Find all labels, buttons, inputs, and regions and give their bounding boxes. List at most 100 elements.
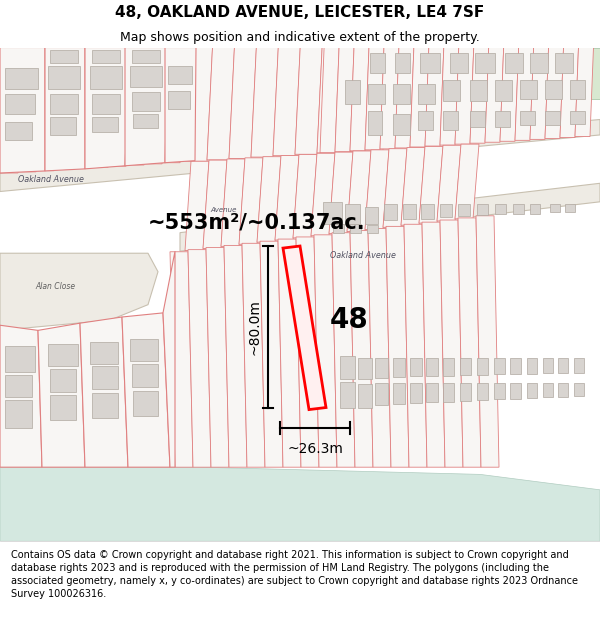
- Polygon shape: [421, 204, 434, 219]
- Text: Oakland Avenue: Oakland Avenue: [330, 251, 396, 260]
- Polygon shape: [494, 383, 505, 399]
- Polygon shape: [530, 52, 548, 73]
- Polygon shape: [221, 159, 245, 246]
- Polygon shape: [419, 146, 443, 223]
- Polygon shape: [185, 161, 209, 251]
- Polygon shape: [393, 358, 405, 377]
- Polygon shape: [54, 48, 80, 169]
- Polygon shape: [168, 91, 190, 109]
- Polygon shape: [329, 152, 353, 234]
- Polygon shape: [530, 204, 540, 214]
- Polygon shape: [425, 48, 444, 146]
- Polygon shape: [470, 48, 489, 143]
- Polygon shape: [5, 94, 35, 114]
- Polygon shape: [365, 207, 378, 224]
- Polygon shape: [455, 144, 479, 219]
- Polygon shape: [365, 48, 384, 150]
- Polygon shape: [224, 246, 247, 468]
- Polygon shape: [203, 160, 227, 249]
- Polygon shape: [380, 48, 399, 149]
- Text: ~80.0m: ~80.0m: [247, 299, 261, 355]
- Polygon shape: [443, 111, 458, 130]
- Polygon shape: [0, 48, 45, 173]
- Polygon shape: [510, 383, 521, 399]
- Polygon shape: [92, 366, 118, 389]
- Polygon shape: [122, 313, 170, 468]
- Polygon shape: [495, 111, 510, 127]
- Polygon shape: [575, 48, 593, 136]
- Polygon shape: [5, 401, 32, 428]
- Polygon shape: [384, 204, 397, 220]
- Polygon shape: [168, 66, 192, 84]
- Polygon shape: [92, 393, 118, 418]
- Polygon shape: [358, 384, 372, 408]
- Polygon shape: [345, 204, 360, 224]
- Polygon shape: [339, 48, 366, 151]
- Polygon shape: [426, 383, 438, 402]
- Polygon shape: [543, 358, 553, 372]
- Polygon shape: [50, 369, 76, 392]
- Polygon shape: [320, 48, 339, 152]
- Polygon shape: [393, 114, 410, 135]
- Polygon shape: [395, 52, 410, 73]
- Polygon shape: [90, 66, 122, 89]
- Polygon shape: [18, 48, 44, 172]
- Polygon shape: [370, 52, 385, 73]
- Polygon shape: [126, 48, 152, 165]
- Polygon shape: [163, 251, 175, 468]
- Polygon shape: [0, 253, 158, 331]
- Polygon shape: [458, 218, 481, 468]
- Polygon shape: [545, 81, 562, 99]
- Polygon shape: [92, 118, 118, 132]
- Polygon shape: [38, 323, 85, 468]
- Polygon shape: [476, 216, 499, 468]
- Polygon shape: [85, 48, 130, 169]
- Polygon shape: [513, 204, 524, 214]
- Polygon shape: [90, 48, 116, 168]
- Polygon shape: [162, 48, 188, 162]
- Polygon shape: [440, 48, 459, 145]
- Polygon shape: [418, 111, 433, 130]
- Polygon shape: [239, 158, 263, 244]
- Text: ~553m²/~0.137ac.: ~553m²/~0.137ac.: [148, 213, 365, 232]
- Text: 48, OAKLAND AVENUE, LEICESTER, LE4 7SF: 48, OAKLAND AVENUE, LEICESTER, LE4 7SF: [115, 6, 485, 21]
- Text: Oakland Avenue: Oakland Avenue: [18, 174, 84, 184]
- Polygon shape: [293, 154, 317, 238]
- Polygon shape: [50, 395, 76, 420]
- Polygon shape: [50, 94, 78, 114]
- Polygon shape: [477, 383, 488, 401]
- Text: Avenue: Avenue: [210, 207, 236, 213]
- Polygon shape: [410, 358, 422, 376]
- Polygon shape: [283, 246, 326, 409]
- Text: Alan Close: Alan Close: [35, 282, 75, 291]
- Polygon shape: [365, 150, 389, 229]
- Polygon shape: [207, 48, 235, 160]
- Polygon shape: [0, 48, 26, 173]
- Polygon shape: [165, 48, 196, 162]
- Polygon shape: [437, 145, 461, 221]
- Polygon shape: [335, 48, 354, 152]
- Polygon shape: [317, 48, 344, 153]
- Polygon shape: [458, 204, 470, 216]
- Polygon shape: [410, 48, 429, 147]
- Polygon shape: [132, 92, 160, 111]
- Polygon shape: [340, 382, 355, 408]
- Polygon shape: [403, 204, 416, 219]
- Polygon shape: [275, 156, 299, 240]
- Polygon shape: [80, 317, 128, 468]
- Polygon shape: [257, 157, 281, 242]
- Polygon shape: [470, 111, 485, 127]
- Polygon shape: [555, 52, 573, 73]
- Polygon shape: [383, 149, 407, 228]
- Polygon shape: [180, 183, 600, 251]
- Polygon shape: [206, 248, 229, 468]
- Polygon shape: [260, 241, 283, 468]
- Polygon shape: [545, 48, 563, 138]
- Polygon shape: [450, 52, 468, 73]
- Polygon shape: [50, 49, 78, 63]
- Polygon shape: [368, 84, 385, 104]
- Polygon shape: [475, 52, 495, 73]
- Polygon shape: [132, 364, 158, 387]
- Polygon shape: [350, 224, 361, 232]
- Polygon shape: [565, 204, 575, 212]
